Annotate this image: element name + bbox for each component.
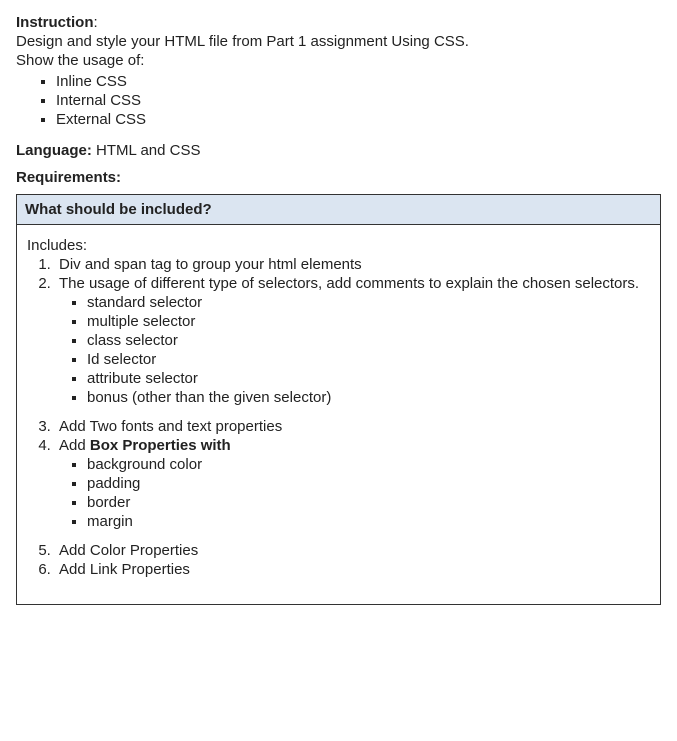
list-item-bold: Box Properties with (90, 437, 231, 454)
language-value: HTML and CSS (96, 142, 200, 159)
list-item-text: Add Color Properties (59, 542, 198, 559)
sub-list: standard selector multiple selector clas… (59, 294, 650, 406)
language-row: Language: HTML and CSS (16, 142, 661, 159)
colon: : (87, 142, 96, 159)
list-item-text: Add Link Properties (59, 561, 190, 578)
list-item-text: The usage of different type of selectors… (59, 275, 639, 292)
sub-item: multiple selector (87, 313, 650, 330)
list-item-text: Add Two fonts and text properties (59, 418, 282, 435)
list-item-prefix: Add (59, 437, 90, 454)
list-item: Add Color Properties (55, 542, 650, 559)
instruction-line2: Show the usage of: (16, 52, 661, 69)
sub-item: Id selector (87, 351, 650, 368)
language-label: Language (16, 142, 87, 159)
instruction-line1: Design and style your HTML file from Par… (16, 33, 661, 50)
instruction-label: Instruction (16, 14, 94, 31)
list-item: The usage of different type of selectors… (55, 275, 650, 406)
requirements-header: What should be included? (17, 195, 660, 225)
sub-item: margin (87, 513, 650, 530)
requirements-body: Includes: Div and span tag to group your… (17, 225, 660, 604)
list-item: Add Two fonts and text properties (55, 418, 650, 435)
colon: : (94, 14, 98, 31)
sub-item: border (87, 494, 650, 511)
sub-item: standard selector (87, 294, 650, 311)
requirements-label: Requirements: (16, 169, 661, 186)
sub-list: background color padding border margin (59, 456, 650, 530)
bullet-item: Internal CSS (56, 92, 661, 109)
includes-list: Div and span tag to group your html elem… (27, 256, 650, 578)
sub-item: bonus (other than the given selector) (87, 389, 650, 406)
requirements-box: What should be included? Includes: Div a… (16, 194, 661, 605)
instruction-bullets: Inline CSS Internal CSS External CSS (16, 73, 661, 128)
list-item: Add Box Properties with background color… (55, 437, 650, 530)
sub-item: class selector (87, 332, 650, 349)
bullet-item: Inline CSS (56, 73, 661, 90)
bullet-item: External CSS (56, 111, 661, 128)
list-item: Add Link Properties (55, 561, 650, 578)
sub-item: padding (87, 475, 650, 492)
list-item: Div and span tag to group your html elem… (55, 256, 650, 273)
sub-item: attribute selector (87, 370, 650, 387)
sub-item: background color (87, 456, 650, 473)
includes-label: Includes: (27, 237, 650, 254)
instruction-block: Instruction: Design and style your HTML … (16, 14, 661, 128)
list-item-text: Div and span tag to group your html elem… (59, 256, 362, 273)
